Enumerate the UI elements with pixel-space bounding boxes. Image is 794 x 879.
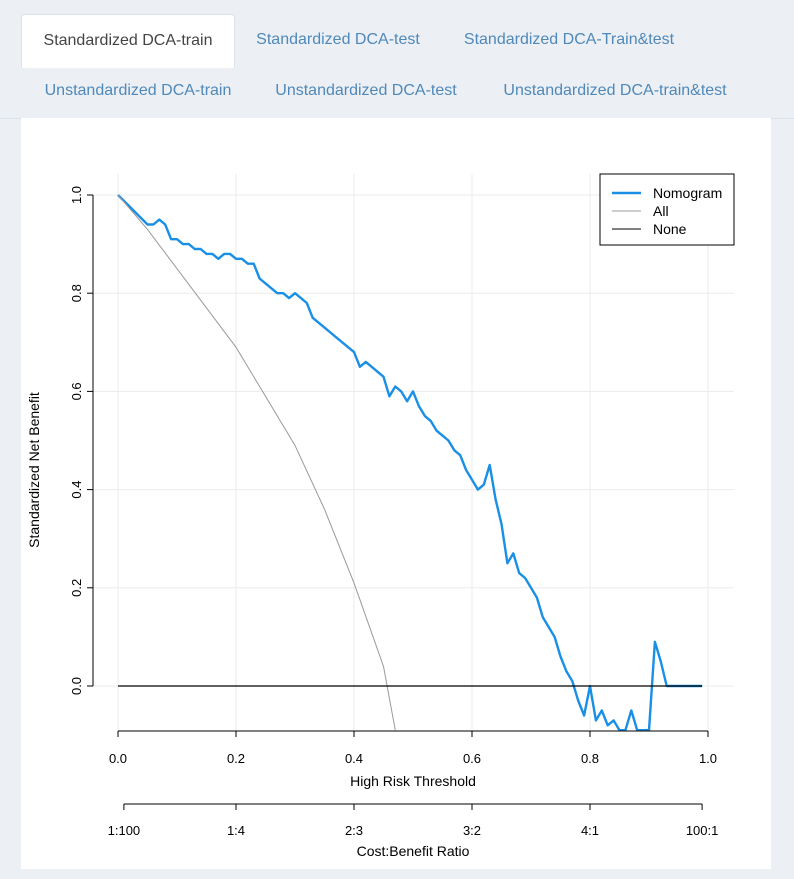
y-tick-label: 0.6 [69,382,84,400]
series-nomogram-line [117,194,703,731]
x-tick-label: 1.0 [699,751,717,766]
y-tick-label: 0.2 [69,579,84,597]
series-layer [117,194,703,731]
y-tick-label: 0.4 [69,481,84,499]
legend-label-all: All [653,203,669,219]
x2-axis-label: Cost:Benefit Ratio [357,843,470,859]
tab-bar: Standardized DCA-train Standardized DCA-… [0,0,794,119]
axes: 0.0 0.2 0.4 0.6 0.8 1.0 0.0 0.2 0.4 0.6 0.8 1.0 1:10… [69,186,718,838]
x2-tick-label: 1:100 [108,823,141,838]
tab-unstandardized-dca-test[interactable]: Unstandardized DCA-test [275,82,457,99]
dca-chart: 0.0 0.2 0.4 0.6 0.8 1.0 0.0 0.2 0.4 0.6 0.8 1.0 1:10… [26,173,735,859]
tab-unstandardized-dca-train[interactable]: Unstandardized DCA-train [44,82,232,99]
y-axis-label: Standardized Net Benefit [26,392,42,548]
legend: Nomogram All None [599,173,735,246]
x2-tick-label: 3:2 [463,823,481,838]
legend-label-nomogram: Nomogram [653,185,722,201]
tab-standardized-dca-train-test[interactable]: Standardized DCA-Train&test [463,31,675,48]
x2-tick-label: 2:3 [345,823,363,838]
tab-content-panel: 0.0 0.2 0.4 0.6 0.8 1.0 0.0 0.2 0.4 0.6 0.8 1.0 1:10… [21,118,771,869]
y-tick-label: 1.0 [69,186,84,204]
tab-standardized-dca-train[interactable]: Standardized DCA-train [21,14,235,68]
tab-unstandardized-dca-train-test[interactable]: Unstandardized DCA-train&test [503,82,727,99]
y-tick-label: 0.0 [69,677,84,695]
x-tick-label: 0.2 [227,751,245,766]
series-all-line [117,194,396,731]
legend-label-none: None [653,221,687,237]
x2-tick-label: 4:1 [581,823,599,838]
x2-tick-label: 1:4 [227,823,245,838]
x-axis-label: High Risk Threshold [350,773,476,789]
grid [93,174,734,731]
legend-box [599,173,735,246]
x-tick-label: 0.8 [581,751,599,766]
x-tick-label: 0.0 [109,751,127,766]
y-tick-label: 0.8 [69,284,84,302]
x-tick-label: 0.4 [345,751,363,766]
x2-tick-label: 100:1 [686,823,719,838]
tab-standardized-dca-test[interactable]: Standardized DCA-test [256,31,420,48]
x-tick-label: 0.6 [463,751,481,766]
